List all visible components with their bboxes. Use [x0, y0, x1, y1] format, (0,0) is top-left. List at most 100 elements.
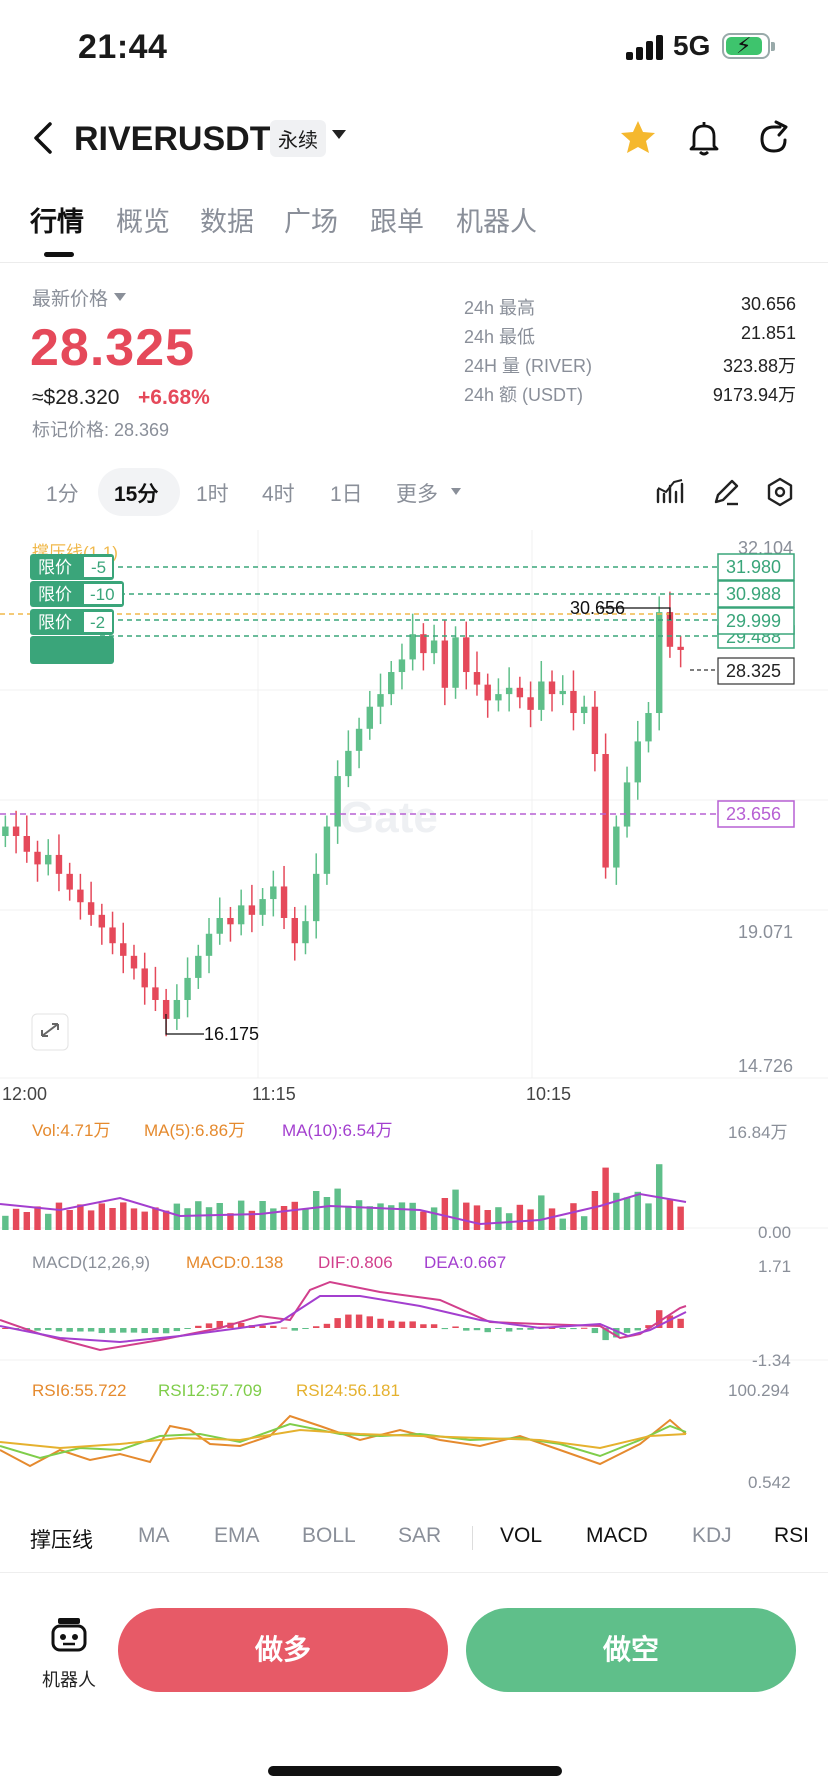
volume-bar [2, 1215, 9, 1230]
candle [302, 921, 309, 944]
volume-bar [130, 1208, 138, 1230]
star-icon[interactable] [616, 116, 660, 160]
more-caret-icon[interactable] [451, 488, 461, 495]
battery-icon: ⚡ [722, 33, 775, 59]
candle [441, 640, 449, 688]
draw-pencil-icon[interactable] [710, 476, 742, 508]
volume-bar [205, 1207, 213, 1230]
candle [162, 999, 170, 1019]
network-type: 5G [673, 30, 711, 61]
volume-bar [270, 1208, 277, 1230]
volume-bar [559, 1218, 566, 1230]
candle [484, 684, 491, 701]
macd-bar [366, 1316, 374, 1328]
ind-vol[interactable]: VOL [500, 1524, 543, 1547]
current-price-tag: 28.325 [726, 661, 781, 681]
indicator-separator [472, 1526, 473, 1550]
share-icon[interactable] [752, 116, 796, 160]
kline-chart[interactable]: Gate 撑压线(1.1) 限价 -5 限价 -5 限价 -10 限价 -2 3… [0, 530, 828, 1490]
timeframe-1m[interactable]: 1分 [46, 483, 79, 506]
candle [355, 728, 363, 751]
candle [548, 681, 556, 695]
timeframe-1d[interactable]: 1日 [330, 483, 363, 506]
candle [516, 687, 524, 698]
macd-bar [237, 1322, 245, 1328]
candle [430, 640, 438, 654]
candle [323, 826, 331, 874]
candle [645, 713, 652, 742]
support-price-tag: 23.656 [726, 804, 781, 824]
timeframe-4h[interactable]: 4时 [262, 483, 295, 506]
limit-order-tags[interactable]: 限价 -5 限价 -5 限价 -10 限价 -2 [30, 554, 124, 664]
volume-bar [495, 1207, 502, 1230]
latest-price-label[interactable]: 最新价格 [32, 289, 109, 310]
candle [345, 750, 352, 777]
short-button[interactable]: 做空 [466, 1608, 796, 1692]
candle [634, 741, 641, 783]
contract-type-badge[interactable]: 永续 [270, 120, 326, 157]
symbol-dropdown-caret-icon[interactable] [332, 130, 346, 139]
ind-sar[interactable]: SAR [398, 1524, 442, 1547]
settings-hex-icon[interactable] [764, 476, 796, 508]
indicator-tabs: 撑压线 MA EMA BOLL SAR VOL MACD KDJ RSI [0, 1516, 828, 1562]
tab-overview[interactable]: 概览 [116, 207, 170, 237]
long-button[interactable]: 做多 [118, 1608, 448, 1692]
indicator-icon[interactable] [654, 476, 686, 508]
macd-bar [345, 1314, 352, 1328]
candle [398, 659, 406, 673]
ind-ema[interactable]: EMA [214, 1524, 260, 1547]
bell-icon[interactable] [682, 116, 726, 160]
ind-boll[interactable]: BOLL [302, 1524, 356, 1547]
vol-axis-min: 0.00 [758, 1223, 791, 1242]
ind-support-line[interactable]: 撑压线 [30, 1529, 93, 1552]
macd-bar [580, 1327, 588, 1329]
back-arrow-icon[interactable] [28, 118, 58, 158]
macd-axis-min: -1.34 [752, 1351, 791, 1370]
ind-macd[interactable]: MACD [586, 1524, 648, 1547]
volume-bar [248, 1210, 256, 1230]
tab-square[interactable]: 广场 [284, 207, 338, 237]
tab-market[interactable]: 行情 [30, 207, 84, 237]
limit-tag-2-qty[interactable]: -10 [90, 585, 115, 604]
volume-bar [441, 1198, 449, 1230]
ind-rsi[interactable]: RSI [774, 1524, 810, 1547]
home-indicator [268, 1766, 562, 1776]
tab-copy-trading[interactable]: 跟单 [370, 207, 424, 237]
symbol-title[interactable]: RIVERUSDT [74, 120, 271, 158]
limit-tag-1-qty[interactable]: -5 [91, 558, 106, 577]
candle [409, 634, 416, 660]
volume-bar [409, 1202, 416, 1230]
volume-bar [377, 1203, 384, 1230]
rsi12-label: RSI12:57.709 [158, 1381, 262, 1400]
macd-bar [505, 1328, 513, 1332]
volume-bar [259, 1201, 266, 1230]
timeframe-bar: 1分 15分 1时 4时 1日 更多 [0, 468, 828, 518]
timeframe-more[interactable]: 更多 [396, 483, 438, 506]
macd-bar [120, 1328, 127, 1333]
volume-bar [430, 1207, 438, 1230]
macd-bar [388, 1320, 395, 1328]
ind-kdj[interactable]: KDJ [692, 1524, 732, 1547]
limit-tag-3-qty[interactable]: -2 [90, 613, 105, 632]
volume-bar [666, 1199, 674, 1230]
price-type-caret-icon[interactable] [114, 293, 126, 301]
tab-bots[interactable]: 机器人 [456, 207, 537, 237]
ind-ma[interactable]: MA [138, 1524, 170, 1547]
volume-bar [677, 1206, 684, 1230]
limit-tag-2-label[interactable]: 限价 [38, 585, 72, 604]
limit-tag-3-label[interactable]: 限价 [38, 613, 72, 632]
macd-bar [398, 1321, 406, 1328]
robot-button[interactable]: 机器人 [34, 1616, 104, 1696]
macd-bar [280, 1327, 288, 1329]
timeframe-1h[interactable]: 1时 [196, 483, 229, 506]
macd-bar [141, 1328, 148, 1334]
tab-data[interactable]: 数据 [200, 207, 254, 237]
fullscreen-icon[interactable] [31, 1013, 69, 1051]
volume-bar [302, 1209, 309, 1230]
candle [2, 826, 9, 837]
timeframe-15m[interactable]: 15分 [114, 483, 159, 506]
volume-bar [634, 1191, 641, 1230]
candle [420, 634, 427, 654]
macd-bar [409, 1321, 416, 1328]
limit-tag-1-label[interactable]: 限价 [38, 558, 72, 577]
